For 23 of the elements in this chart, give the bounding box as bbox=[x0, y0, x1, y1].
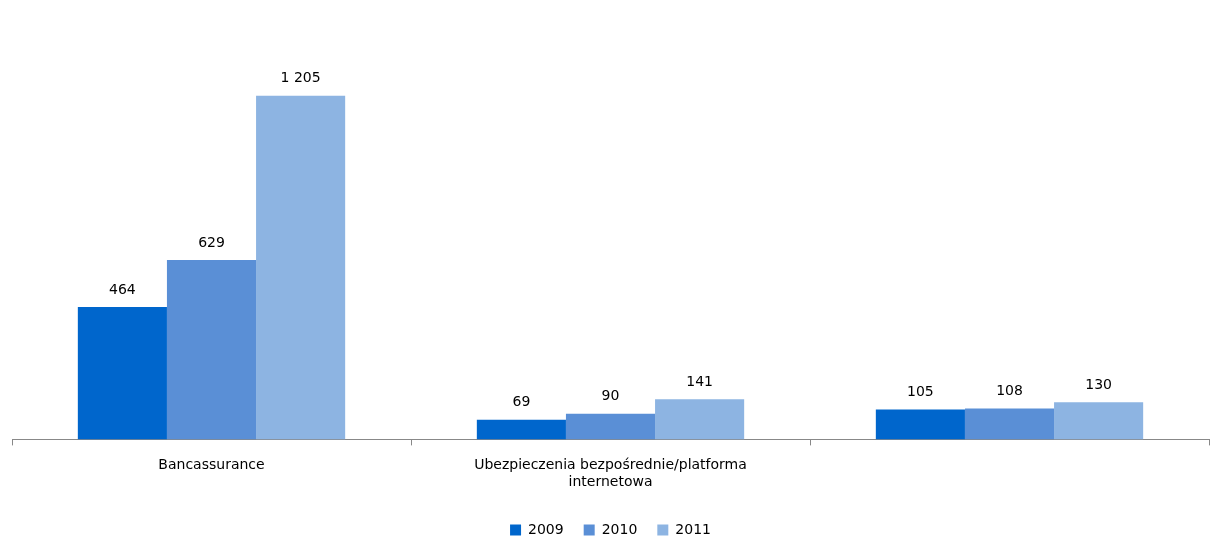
bar bbox=[964, 408, 1055, 440]
x-tick-label: Bancassurance bbox=[158, 456, 265, 473]
data-label: 1 205 bbox=[280, 69, 321, 86]
bar bbox=[875, 409, 965, 440]
legend-label: 2009 bbox=[528, 520, 564, 537]
data-label: 464 bbox=[109, 280, 136, 297]
legend-label: 2010 bbox=[601, 520, 638, 537]
data-label: 69 bbox=[512, 393, 531, 410]
data-label: 108 bbox=[996, 382, 1023, 399]
data-label: 90 bbox=[601, 387, 620, 404]
bar bbox=[476, 419, 566, 440]
x-tick-label: Ubezpieczenia bezpośrednie/platforma internetowa bbox=[474, 456, 747, 490]
bar bbox=[256, 95, 346, 440]
bar bbox=[166, 259, 257, 440]
bar bbox=[1054, 402, 1144, 440]
bar bbox=[77, 307, 167, 440]
legend-label: 2011 bbox=[675, 520, 711, 537]
data-label: 130 bbox=[1085, 375, 1112, 392]
bar bbox=[565, 413, 656, 440]
data-label: 629 bbox=[198, 233, 225, 250]
data-label: 141 bbox=[686, 372, 713, 389]
data-label: 105 bbox=[907, 383, 934, 400]
bar bbox=[655, 399, 745, 440]
